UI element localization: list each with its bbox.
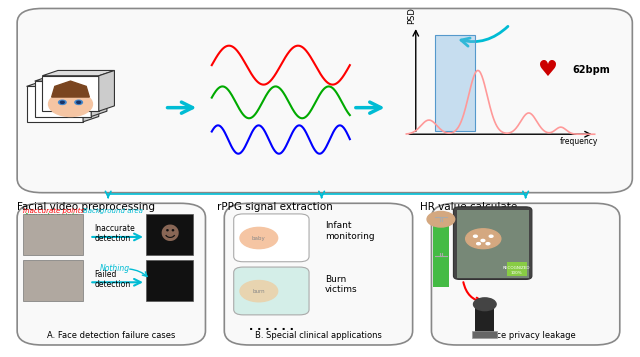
FancyBboxPatch shape [453, 207, 532, 280]
Circle shape [474, 235, 477, 237]
Polygon shape [92, 76, 107, 116]
Circle shape [427, 211, 454, 227]
Text: Inaccurate
detection: Inaccurate detection [94, 224, 135, 243]
Circle shape [240, 227, 278, 248]
FancyBboxPatch shape [435, 35, 476, 131]
Text: baby: baby [252, 236, 266, 241]
Circle shape [489, 235, 493, 237]
Text: rPPG signal extraction: rPPG signal extraction [217, 201, 332, 212]
Polygon shape [52, 81, 90, 97]
Circle shape [77, 101, 81, 104]
Text: RECOGNIZED
100%: RECOGNIZED 100% [503, 266, 531, 275]
Polygon shape [42, 76, 99, 111]
Circle shape [240, 281, 278, 302]
Text: Failed
detection: Failed detection [94, 270, 131, 289]
Text: frequency: frequency [559, 137, 598, 146]
FancyBboxPatch shape [17, 9, 632, 193]
FancyBboxPatch shape [456, 210, 529, 278]
Text: A. Face detection failure cases: A. Face detection failure cases [47, 331, 175, 340]
FancyBboxPatch shape [146, 260, 193, 301]
Circle shape [60, 101, 64, 104]
Text: Background area: Background area [83, 207, 143, 213]
FancyBboxPatch shape [146, 214, 193, 255]
Circle shape [49, 92, 92, 116]
FancyBboxPatch shape [433, 223, 449, 287]
FancyBboxPatch shape [24, 214, 83, 255]
Text: . . . . . .: . . . . . . [249, 322, 294, 332]
Circle shape [466, 229, 501, 248]
FancyBboxPatch shape [234, 214, 309, 262]
Text: Burn
victims: Burn victims [324, 275, 357, 295]
FancyBboxPatch shape [472, 331, 497, 338]
Polygon shape [35, 76, 107, 81]
Text: PSD: PSD [407, 7, 416, 24]
Circle shape [486, 243, 490, 245]
Text: ☻: ☻ [159, 225, 180, 243]
FancyBboxPatch shape [224, 203, 413, 345]
Text: Nothing: Nothing [100, 263, 130, 273]
Circle shape [59, 100, 66, 105]
Polygon shape [83, 81, 99, 122]
FancyBboxPatch shape [24, 260, 83, 301]
Polygon shape [35, 81, 92, 116]
Text: C. Face privacy leakage: C. Face privacy leakage [476, 331, 575, 340]
Text: Accurate points: Accurate points [24, 213, 79, 219]
FancyBboxPatch shape [476, 308, 494, 336]
Polygon shape [99, 70, 115, 111]
Circle shape [75, 100, 83, 105]
FancyBboxPatch shape [17, 203, 205, 345]
Text: burn: burn [253, 289, 265, 294]
Text: 62bpm: 62bpm [573, 65, 611, 75]
FancyBboxPatch shape [431, 203, 620, 345]
Text: HR value calculate: HR value calculate [420, 201, 518, 212]
Text: Infant
monitoring: Infant monitoring [324, 221, 374, 241]
Polygon shape [27, 81, 99, 86]
Polygon shape [42, 70, 115, 76]
Text: ♥: ♥ [538, 60, 557, 80]
Circle shape [481, 240, 485, 242]
FancyBboxPatch shape [234, 267, 309, 315]
Text: Facial video preprocessing: Facial video preprocessing [17, 201, 155, 212]
Text: B. Special clinical applications: B. Special clinical applications [255, 331, 382, 340]
FancyBboxPatch shape [507, 262, 527, 276]
Text: Inaccurate points: Inaccurate points [24, 207, 84, 213]
Circle shape [474, 298, 496, 311]
Circle shape [477, 243, 481, 245]
Polygon shape [27, 86, 83, 122]
